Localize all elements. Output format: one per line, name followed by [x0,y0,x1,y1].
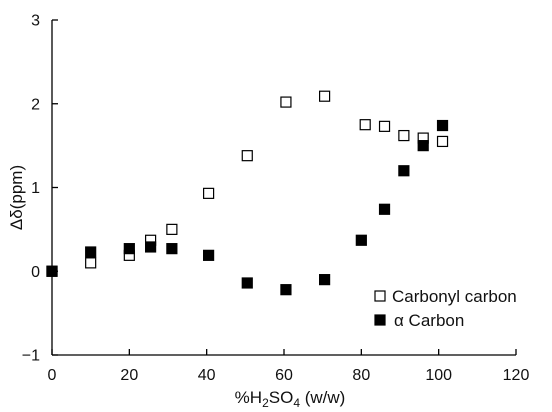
x-axis-label: %H2SO4 (w/w) [235,388,346,410]
data-point [166,243,178,255]
series-alpha-carbon [46,119,449,296]
x-axis-label-part: 2 [262,396,269,410]
y-tick-label: 1 [31,180,40,197]
data-point [203,187,215,199]
y-tick-label: 3 [31,13,40,30]
data-point [280,96,292,108]
x-tick-label: 0 [48,367,57,384]
y-tick-label: 2 [31,96,40,113]
filled-square-icon [374,314,386,326]
x-tick-label: 100 [425,367,452,384]
data-points [46,90,449,296]
y-tick-label: 0 [31,264,40,281]
legend: Carbonyl carbon α Carbon [374,287,517,330]
legend-item: α Carbon [374,311,464,330]
x-tick-label: 20 [120,367,138,384]
data-point [123,243,135,255]
series-carbonyl-carbon [46,90,449,277]
x-axis-label-part: SO [269,388,294,407]
legend-item: Carbonyl carbon [374,287,517,306]
data-point [319,90,331,102]
x-axis-label-part: %H [235,388,262,407]
x-axis-label-part: (w/w) [300,388,345,407]
data-point [46,265,58,277]
data-point [241,277,253,289]
data-point [319,274,331,286]
x-tick-label: 60 [275,367,293,384]
legend-label: Carbonyl carbon [392,287,517,306]
data-point [145,241,157,253]
data-point [203,249,215,261]
legend-label: α Carbon [394,311,464,330]
y-axis-label: Δδ(ppm) [7,165,26,230]
data-point [355,234,367,246]
data-point [241,150,253,162]
data-point [85,257,97,269]
data-point [436,135,449,148]
y-tick-label: −1 [22,348,40,365]
data-point [398,165,410,177]
data-point [436,119,449,132]
x-tick-label: 120 [503,367,530,384]
open-square-icon [374,290,386,302]
data-point [378,203,391,215]
data-point [280,284,292,296]
data-point [359,119,371,131]
x-axis-ticks: 0 20 40 60 80 100 120 [48,349,530,384]
data-point [417,140,429,152]
x-tick-label: 80 [352,367,370,384]
x-axis-label-part: 4 [293,396,300,410]
data-point [166,223,178,235]
data-point [398,129,410,142]
x-tick-label: 40 [198,367,216,384]
data-point [378,120,391,132]
data-point [85,246,97,258]
